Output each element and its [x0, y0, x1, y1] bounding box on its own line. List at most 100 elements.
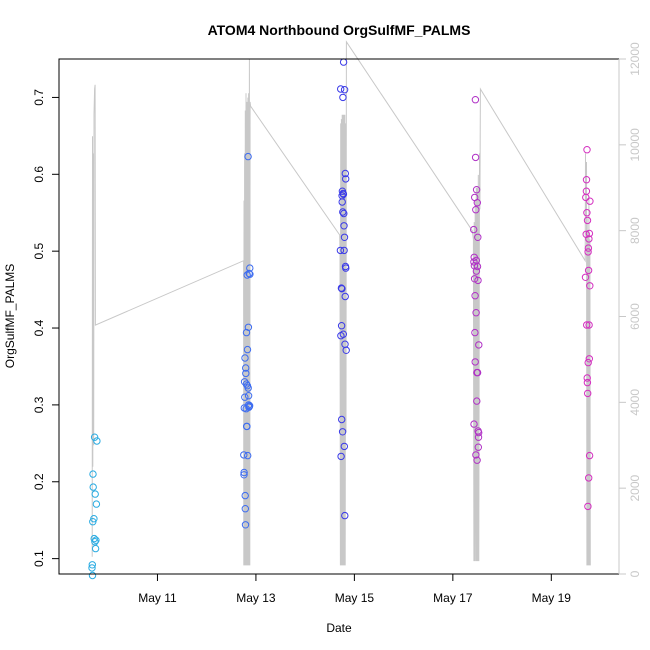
data-point [90, 515, 98, 523]
data-point [342, 346, 350, 354]
data-point [584, 266, 593, 275]
data-point [475, 428, 483, 437]
data-point [245, 269, 253, 278]
data-point [91, 490, 99, 498]
y-tick-label: 0.1 [32, 550, 46, 567]
data-point [339, 93, 347, 102]
data-point [474, 276, 482, 285]
data-point [337, 452, 345, 461]
data-point [340, 86, 349, 94]
data-point [90, 534, 98, 543]
data-point [584, 358, 592, 367]
data-point [585, 355, 593, 363]
y-tick-label: 0.3 [32, 396, 46, 413]
data-point [584, 248, 592, 256]
data-point [245, 402, 254, 410]
data-point [473, 397, 481, 405]
data-point [92, 500, 101, 508]
data-point [241, 393, 249, 401]
data-point [339, 58, 348, 66]
y2-tick-label: 10000 [628, 128, 642, 162]
data-point [470, 225, 478, 234]
secondary-series-line [91, 40, 591, 566]
y2-tick-label: 12000 [628, 42, 642, 76]
data-point [93, 437, 101, 445]
data-point [474, 433, 483, 441]
y-axis: 0.1 0.2 0.3 0.4 0.5 0.6 0.7 [32, 89, 60, 567]
secondary-line-layer [91, 40, 591, 566]
data-point [244, 152, 252, 161]
data-point [244, 384, 252, 392]
data-point [244, 451, 252, 460]
data-point [338, 428, 347, 436]
data-point [339, 208, 347, 216]
series-2 [240, 152, 254, 529]
data-point [91, 538, 99, 546]
y2-tick-label: 2000 [628, 474, 642, 501]
data-point [340, 222, 348, 230]
data-point [92, 536, 100, 544]
y2-tick-label: 6000 [628, 303, 642, 330]
data-point [586, 197, 594, 205]
y2-tick-label: 0 [628, 570, 642, 577]
data-point [474, 233, 482, 242]
data-point [243, 422, 251, 431]
y2-axis: 0 2000 4000 6000 8000 10000 12000 [618, 42, 642, 577]
data-point [88, 561, 97, 569]
data-point [471, 328, 479, 337]
data-point [341, 169, 349, 178]
y-tick-label: 0.7 [32, 89, 46, 106]
data-point [338, 285, 346, 293]
data-point [585, 474, 593, 482]
data-point [240, 468, 248, 477]
x-axis-label: Date [326, 621, 352, 635]
series-5 [581, 146, 594, 511]
data-point [583, 209, 591, 217]
data-point [336, 246, 345, 255]
data-point [241, 491, 249, 500]
data-point [241, 505, 250, 513]
data-point [473, 456, 481, 464]
data-point [472, 267, 481, 275]
data-point [472, 451, 480, 459]
data-point [471, 292, 479, 300]
data-point [472, 206, 480, 214]
data-point [240, 451, 248, 459]
data-point [244, 392, 253, 400]
data-point [584, 502, 592, 511]
data-point [583, 374, 591, 382]
data-point [88, 571, 97, 580]
data-point [340, 233, 349, 242]
data-point [471, 358, 479, 366]
data-point [240, 471, 248, 479]
data-point [242, 328, 251, 337]
data-point [583, 378, 592, 387]
x-tick-label: May 13 [236, 591, 276, 605]
data-point [243, 345, 252, 354]
data-point [473, 199, 481, 207]
data-point [242, 369, 250, 378]
series-3 [336, 58, 350, 520]
data-point [241, 354, 249, 362]
y-tick-label: 0.6 [32, 166, 46, 183]
data-point [585, 451, 594, 460]
data-point [242, 364, 250, 372]
data-point [583, 321, 591, 329]
data-point [338, 198, 346, 206]
y-tick-label: 0.2 [32, 473, 46, 490]
data-point [241, 521, 250, 529]
data-point [89, 483, 97, 491]
data-point [582, 187, 591, 195]
data-point [339, 330, 347, 338]
x-axis: May 11 May 13 May 15 May 17 May 19 [138, 573, 572, 605]
series-4 [470, 96, 483, 464]
data-point [339, 190, 348, 199]
data-point [337, 85, 345, 93]
data-point [474, 443, 482, 451]
x-tick-label: May 19 [532, 591, 572, 605]
data-point [242, 380, 251, 388]
y-tick-label: 0.4 [32, 319, 46, 336]
x-tick-label: May 17 [433, 591, 473, 605]
data-point [472, 309, 480, 317]
